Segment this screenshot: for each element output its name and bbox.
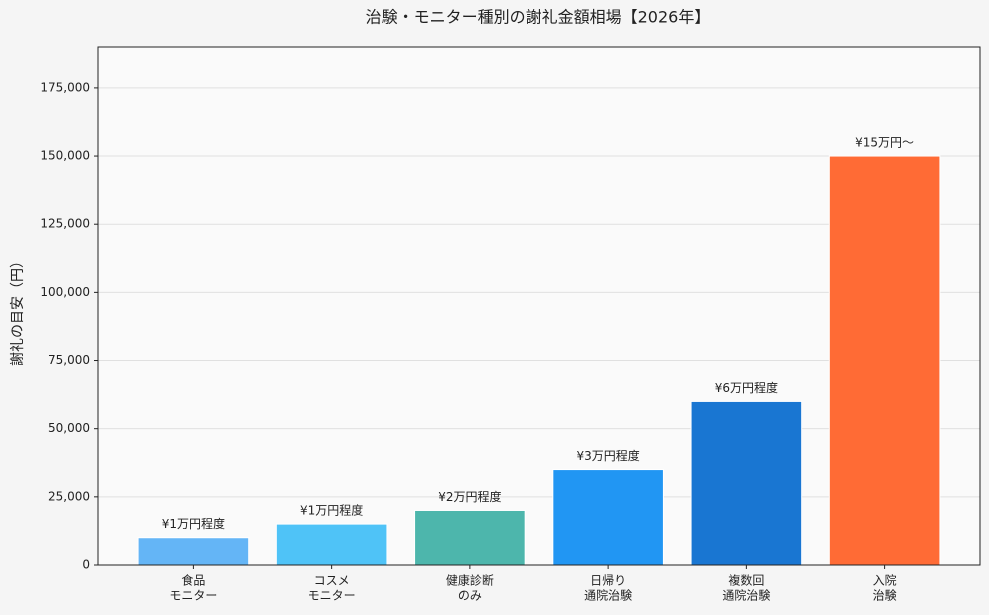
x-tick-label: 治験 xyxy=(873,588,897,603)
x-tick-label: モニター xyxy=(169,589,217,603)
bar xyxy=(137,537,250,566)
x-tick-label: 複数回 xyxy=(728,573,764,588)
x-tick-label: 日帰り xyxy=(590,574,626,588)
marks xyxy=(137,155,941,566)
x-tick-label: のみ xyxy=(458,589,482,603)
x-tick-label: コスメ xyxy=(314,574,350,588)
y-tick-label: 50,000 xyxy=(48,421,90,435)
value-label: ¥6万円程度 xyxy=(715,380,778,395)
x-tick-label: モニター xyxy=(308,589,356,603)
y-tick-label: 100,000 xyxy=(40,285,90,299)
value-label: ¥2万円程度 xyxy=(438,489,501,504)
y-tick-label: 0 xyxy=(82,558,90,572)
x-tick-label: 健康診断 xyxy=(446,573,494,588)
y-axis-label: 謝礼の目安（円） xyxy=(10,254,26,366)
value-label: ¥15万円〜 xyxy=(855,136,914,150)
value-label: ¥1万円程度 xyxy=(300,503,363,518)
y-tick-label: 75,000 xyxy=(48,353,90,367)
plot-frame xyxy=(97,46,981,566)
value-label: ¥3万円程度 xyxy=(576,448,639,463)
x-tick-label: 入院 xyxy=(873,574,897,588)
bar xyxy=(690,400,803,566)
bar xyxy=(275,523,388,566)
y-tick-label: 150,000 xyxy=(40,149,90,163)
y-tick-label: 25,000 xyxy=(48,489,90,503)
x-tick-label: 通院治験 xyxy=(584,588,632,603)
value-label: ¥1万円程度 xyxy=(162,516,225,531)
chart-title: 治験・モニター種別の謝礼金額相場【2026年】 xyxy=(366,8,711,27)
x-tick-label: 通院治験 xyxy=(722,588,770,603)
y-tick-label: 125,000 xyxy=(40,217,90,231)
y-tick-label: 175,000 xyxy=(40,80,90,94)
bar xyxy=(828,155,941,566)
bar xyxy=(552,469,664,566)
x-tick-label: 食品 xyxy=(181,573,205,588)
bar xyxy=(414,509,526,566)
